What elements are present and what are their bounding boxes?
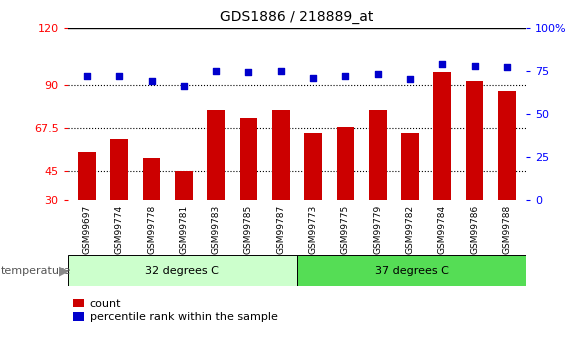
Bar [498,91,516,200]
Text: temperature: temperature [1,266,71,276]
Bar [369,110,386,200]
Point [405,77,415,82]
Text: GSM99783: GSM99783 [212,205,220,254]
Bar [336,127,354,200]
Point [502,65,512,70]
Text: GSM99784: GSM99784 [438,205,447,254]
Bar [143,158,161,200]
Text: GSM99786: GSM99786 [470,205,479,254]
Bar [208,110,225,200]
Point [82,73,92,79]
Bar [466,81,483,200]
Point [212,68,221,73]
Text: 32 degrees C: 32 degrees C [145,266,219,276]
Point [276,68,286,73]
Text: GSM99778: GSM99778 [147,205,156,254]
Text: GSM99788: GSM99788 [502,205,512,254]
Point [244,70,253,75]
Text: GSM99787: GSM99787 [276,205,285,254]
Bar [68,255,297,286]
Bar [111,139,128,200]
Text: GSM99785: GSM99785 [244,205,253,254]
Bar [272,110,290,200]
Point [308,75,318,80]
Text: GSM99697: GSM99697 [82,205,92,254]
Bar [433,72,451,200]
Text: 37 degrees C: 37 degrees C [375,266,449,276]
Bar [240,118,258,200]
Text: GSM99775: GSM99775 [341,205,350,254]
Bar [304,133,322,200]
Bar [401,133,419,200]
Point [470,63,479,68]
Point [373,71,382,77]
Legend: count, percentile rank within the sample: count, percentile rank within the sample [73,299,278,322]
Point [437,61,447,67]
Bar [175,171,193,200]
Text: ▶: ▶ [59,264,68,277]
Bar [78,152,96,200]
Text: GSM99782: GSM99782 [406,205,415,254]
Bar [297,255,526,286]
Title: GDS1886 / 218889_at: GDS1886 / 218889_at [220,10,373,24]
Point [115,73,124,79]
Point [147,78,156,84]
Text: GSM99781: GSM99781 [179,205,188,254]
Point [179,83,189,89]
Point [340,73,350,79]
Text: GSM99774: GSM99774 [115,205,124,254]
Text: GSM99779: GSM99779 [373,205,382,254]
Text: GSM99773: GSM99773 [309,205,318,254]
